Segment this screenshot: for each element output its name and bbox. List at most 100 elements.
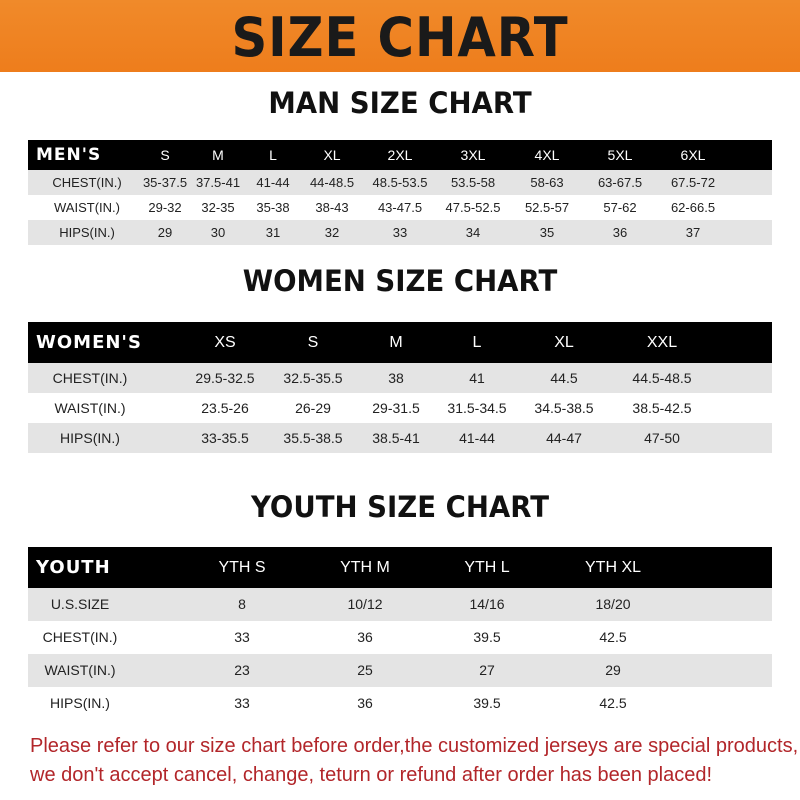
table-cell: 36	[357, 629, 373, 645]
size-chart-banner: SIZE CHART	[0, 0, 800, 72]
size-header-cell: XXL	[646, 334, 678, 351]
size-header-cell: S	[160, 147, 170, 163]
size-header-cell: 6XL	[680, 147, 706, 163]
table-cell: 18/20	[595, 596, 631, 612]
table-cell: 33	[234, 629, 250, 645]
table-cell: 34.5-38.5	[534, 400, 594, 416]
table-row: WAIST(IN.) 23 25 27 29	[28, 654, 772, 687]
table-cell: 48.5-53.5	[372, 175, 428, 190]
size-header-cell: M	[212, 147, 224, 163]
size-header-cell: YTH S	[218, 559, 266, 576]
size-header-cell: YTH XL	[584, 559, 642, 576]
youth-section-title: YOUTH SIZE CHART	[250, 490, 550, 524]
table-cell: 38.5-41	[372, 430, 420, 446]
table-cell: 44-47	[546, 430, 582, 446]
table-cell: 34	[465, 225, 481, 240]
banner-title: SIZE CHART	[231, 6, 569, 69]
table-cell: 52.5-57	[524, 200, 570, 215]
size-header-cell: XS	[214, 334, 236, 351]
table-cell: 33	[234, 695, 250, 711]
table-cell: 63-67.5	[597, 175, 643, 190]
table-cell: 38.5-42.5	[632, 400, 692, 416]
table-cell: 14/16	[469, 596, 505, 612]
size-header-cell: YTH L	[464, 559, 510, 576]
table-cell: 35	[539, 225, 555, 240]
table-row: WAIST(IN.) 23.5-26 26-29 29-31.5 31.5-34.5 34…	[28, 393, 772, 423]
table-cell: 31	[265, 225, 281, 240]
table-cell: 42.5	[599, 629, 627, 645]
size-header-cell: XL	[323, 147, 341, 163]
measure-label: CHEST(IN.)	[52, 370, 128, 386]
table-title-cell: YOUTH	[36, 557, 111, 578]
table-cell: 29	[605, 662, 621, 678]
table-row: CHEST(IN.) 29.5-32.5 32.5-35.5 38 41 44.5 44.5…	[28, 363, 772, 393]
table-row: HIPS(IN.) 33-35.5 35.5-38.5 38.5-41 41-44 44-…	[28, 423, 772, 453]
measure-label: HIPS(IN.)	[59, 225, 115, 240]
table-cell: 42.5	[599, 695, 627, 711]
men-size-table: MEN'S S M L XL 2XL 3XL 4XL 5XL 6XL CHEST(IN.) 35-37…	[28, 140, 772, 245]
table-cell: 25	[357, 662, 373, 678]
measure-label: WAIST(IN.)	[44, 662, 116, 678]
notice-line-1: Please refer to our size chart before or…	[30, 735, 799, 757]
table-cell: 47.5-52.5	[445, 200, 501, 215]
size-header-cell: M	[389, 334, 403, 351]
men-header-row: MEN'S S M L XL 2XL 3XL 4XL 5XL 6XL	[28, 140, 772, 170]
table-cell: 23	[234, 662, 250, 678]
youth-size-table: YOUTH YTH S YTH M YTH L YTH XL U.S.SIZE 8 10/12…	[28, 547, 772, 720]
table-cell: 35.5-38.5	[283, 430, 343, 446]
measure-label: HIPS(IN.)	[50, 695, 110, 711]
table-cell: 32	[324, 225, 340, 240]
table-cell: 27	[479, 662, 495, 678]
table-cell: 43-47.5	[377, 200, 423, 215]
table-cell: 37.5-41	[195, 175, 241, 190]
measure-label: U.S.SIZE	[50, 596, 110, 612]
size-header-cell: XL	[554, 334, 574, 351]
table-cell: 33-35.5	[201, 430, 249, 446]
table-cell: 58-63	[530, 175, 564, 190]
youth-header-row: YOUTH YTH S YTH M YTH L YTH XL	[28, 547, 772, 588]
size-header-cell: YTH M	[340, 559, 390, 576]
size-header-cell: 2XL	[387, 147, 413, 163]
table-cell: 33	[392, 225, 408, 240]
table-row: U.S.SIZE 8 10/12 14/16 18/20	[28, 588, 772, 621]
measure-label: WAIST(IN.)	[54, 200, 120, 215]
women-size-table: WOMEN'S XS S M L XL XXL CHEST(IN.) 29.5-32.5 32.5…	[28, 322, 772, 453]
table-cell: 32-35	[201, 200, 235, 215]
table-cell: 41-44	[459, 430, 495, 446]
table-cell: 35-37.5	[142, 175, 188, 190]
table-row: WAIST(IN.) 29-32 32-35 35-38 38-43 43-47.5 47.…	[28, 195, 772, 220]
size-header-cell: S	[307, 334, 319, 351]
size-header-cell: L	[269, 147, 277, 163]
table-row: HIPS(IN.) 33 36 39.5 42.5	[28, 687, 772, 720]
table-title-cell: WOMEN'S	[36, 332, 142, 353]
table-row: HIPS(IN.) 29 30 31 32 33 34 35 36 37	[28, 220, 772, 245]
table-row: CHEST(IN.) 33 36 39.5 42.5	[28, 621, 772, 654]
measure-label: CHEST(IN.)	[42, 629, 118, 645]
women-section-title: WOMEN SIZE CHART	[242, 264, 558, 298]
table-cell: 29.5-32.5	[195, 370, 255, 386]
table-cell: 29-32	[148, 200, 182, 215]
table-cell: 47-50	[644, 430, 680, 446]
table-cell: 39.5	[473, 695, 501, 711]
size-header-cell: 4XL	[534, 147, 560, 163]
table-cell: 41-44	[256, 175, 290, 190]
notice-line-2: we don't accept cancel, change, teturn o…	[30, 764, 713, 786]
table-cell: 67.5-72	[670, 175, 716, 190]
table-cell: 30	[210, 225, 226, 240]
size-header-cell: 5XL	[607, 147, 633, 163]
table-cell: 26-29	[295, 400, 331, 416]
table-cell: 41	[469, 370, 485, 386]
table-cell: 29	[157, 225, 173, 240]
table-cell: 8	[238, 596, 246, 612]
table-cell: 36	[357, 695, 373, 711]
size-header-cell: 3XL	[460, 147, 486, 163]
measure-label: CHEST(IN.)	[52, 175, 122, 190]
table-cell: 53.5-58	[450, 175, 496, 190]
table-cell: 57-62	[603, 200, 637, 215]
table-cell: 37	[685, 225, 701, 240]
table-cell: 44-48.5	[309, 175, 355, 190]
table-cell: 62-66.5	[670, 200, 716, 215]
table-row: CHEST(IN.) 35-37.5 37.5-41 41-44 44-48.5 48.5…	[28, 170, 772, 195]
table-cell: 23.5-26	[201, 400, 249, 416]
table-title-cell: MEN'S	[36, 145, 102, 165]
